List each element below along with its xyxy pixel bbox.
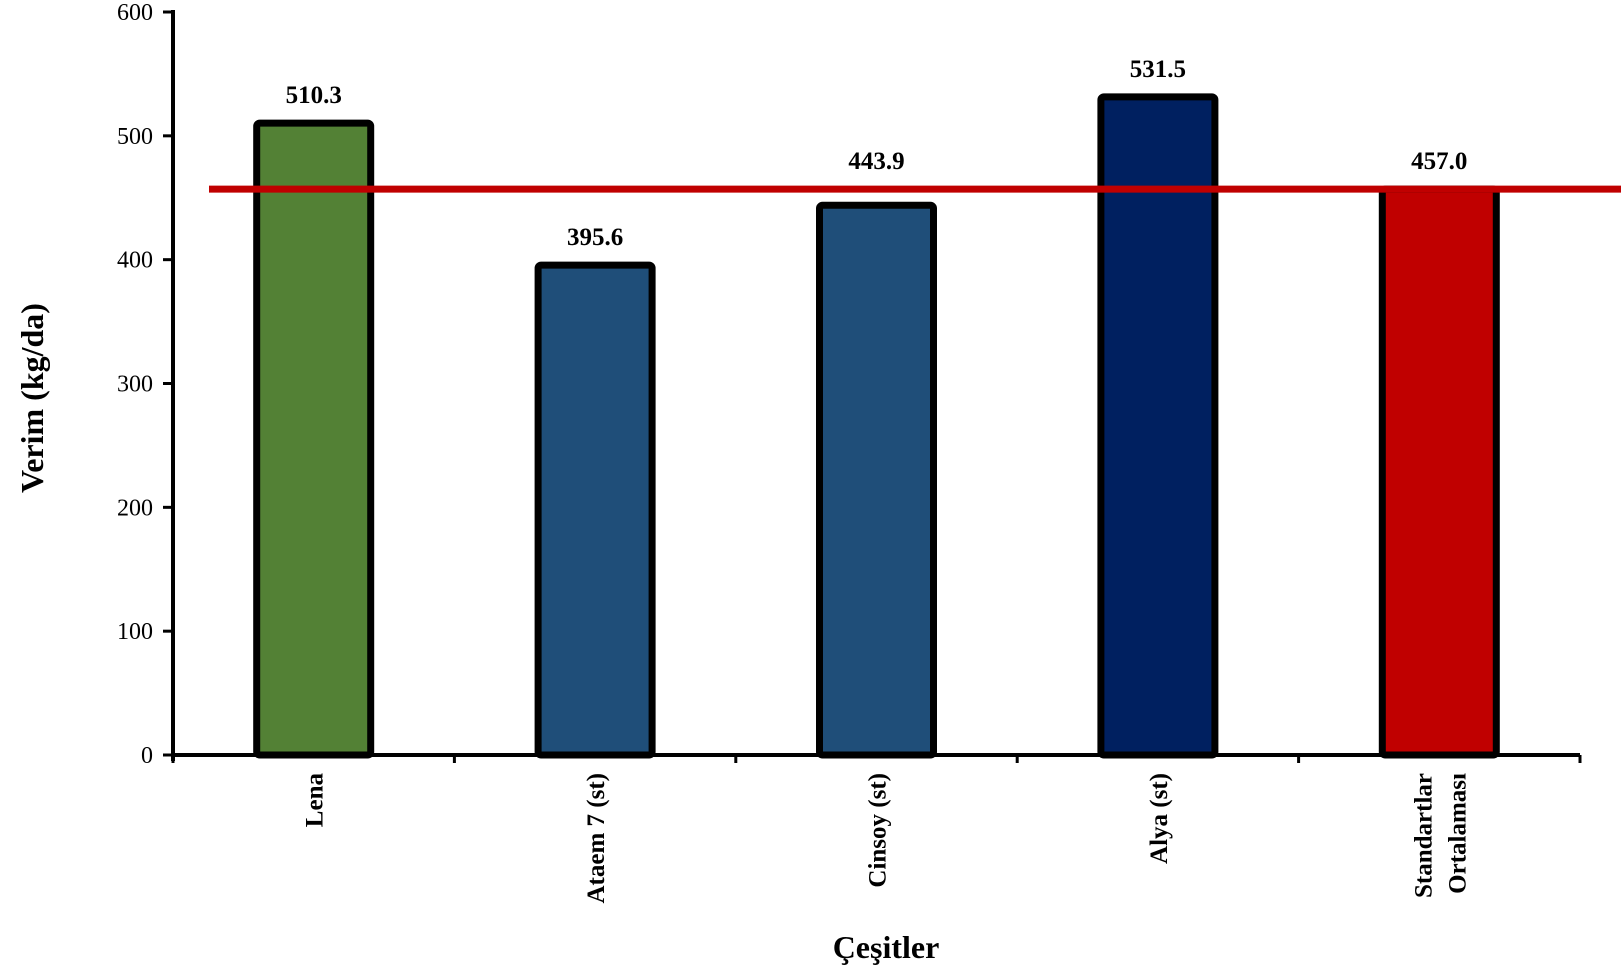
data-label: 457.0 — [1411, 148, 1467, 175]
data-label: 531.5 — [1130, 56, 1186, 83]
category-label: Standartlar — [1410, 773, 1437, 898]
category-label: Lena — [302, 773, 329, 828]
bar — [816, 201, 937, 759]
bars-layer — [253, 93, 1500, 759]
data-label: 443.9 — [848, 148, 904, 175]
bar — [253, 119, 375, 759]
category-label: Cinsoy (st) — [865, 773, 892, 888]
y-tick-label: 300 — [117, 372, 153, 398]
data-label: 510.3 — [286, 82, 342, 109]
data-label: 395.6 — [567, 224, 623, 251]
y-tick-label: 600 — [117, 0, 153, 26]
y-tick-label: 100 — [117, 619, 153, 645]
labels-layer: Lena Ataem 7 (st) Cinsoy (st) Alya (st) Stan… — [286, 56, 1472, 904]
y-tick-label: 500 — [117, 124, 153, 150]
category-label: Ortalaması — [1444, 773, 1471, 894]
category-label: Ataem 7 (st) — [583, 773, 610, 904]
axes-layer: 0 100 200 300 400 500 600 — [117, 0, 1582, 769]
x-axis-title: Çeşitler — [833, 929, 940, 965]
bar — [1378, 185, 1500, 759]
y-axis-title: Verim (kg/da) — [14, 303, 50, 493]
bar — [534, 261, 656, 759]
y-tick-label: 400 — [117, 248, 153, 274]
bar — [1097, 93, 1219, 759]
y-tick-label: 200 — [117, 495, 153, 521]
category-label: Alya (st) — [1146, 773, 1173, 864]
y-tick-label: 0 — [141, 743, 153, 769]
